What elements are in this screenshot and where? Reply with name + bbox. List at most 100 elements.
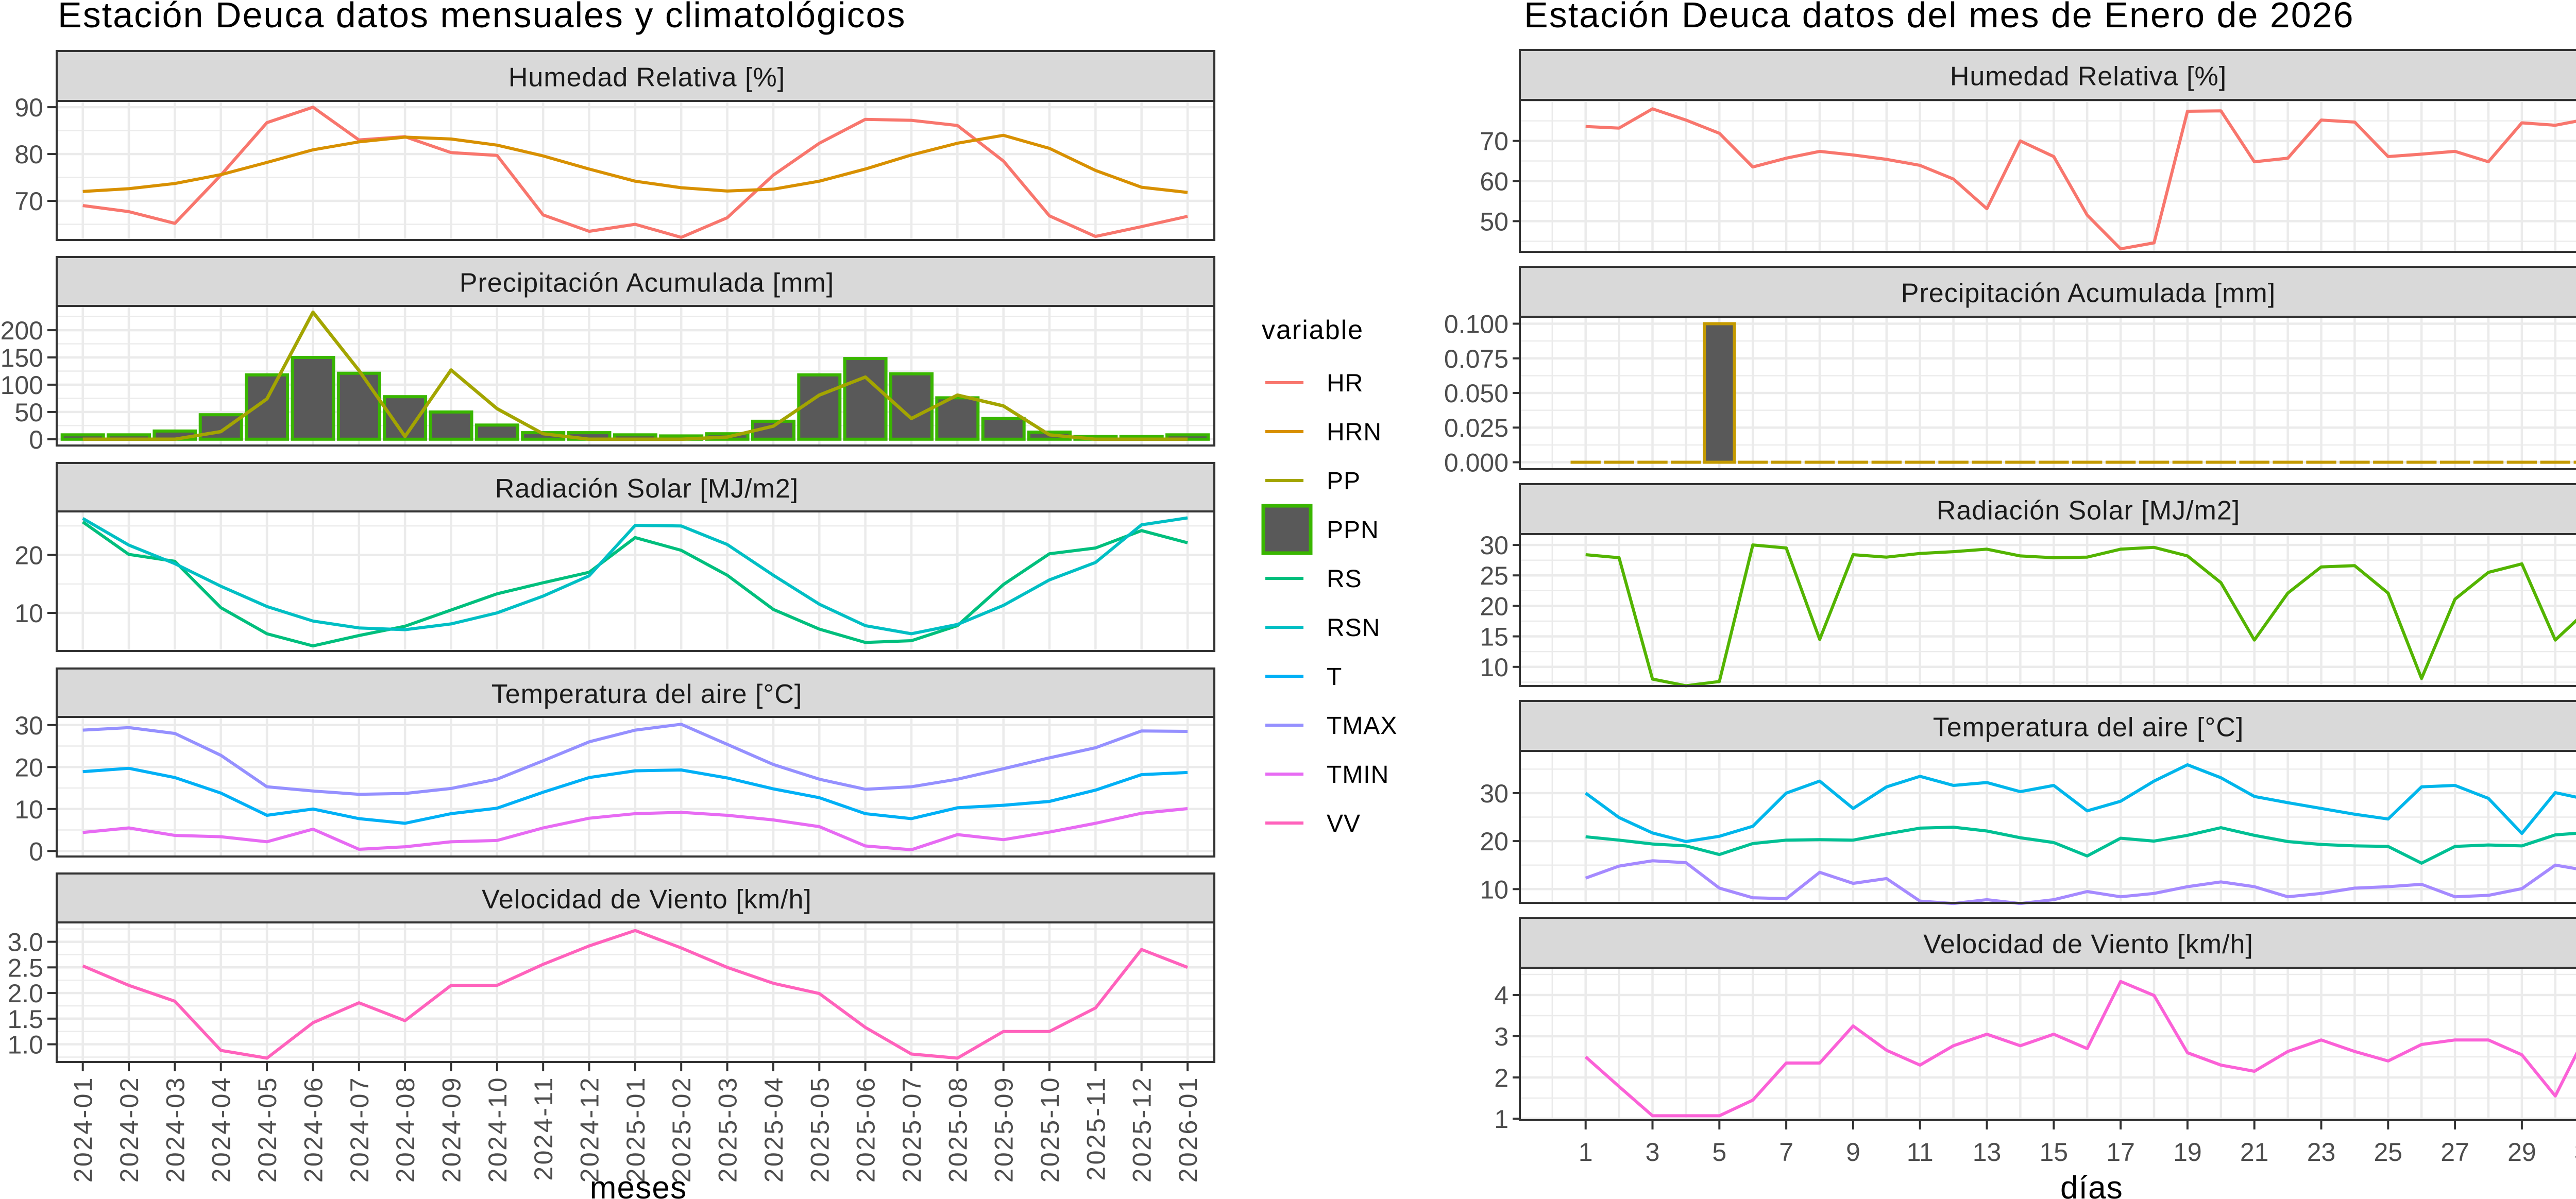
- svg-text:Precipitación Acumulada [mm]: Precipitación Acumulada [mm]: [460, 268, 834, 298]
- svg-text:2024-03: 2024-03: [161, 1076, 190, 1183]
- svg-text:90: 90: [14, 93, 43, 122]
- svg-text:10: 10: [1480, 653, 1509, 682]
- svg-text:0.025: 0.025: [1444, 414, 1509, 442]
- svg-text:20: 20: [14, 753, 43, 782]
- svg-text:200: 200: [1, 316, 43, 345]
- svg-text:HR: HR: [1327, 370, 1363, 397]
- svg-text:2025-07: 2025-07: [897, 1076, 926, 1183]
- svg-text:TMAX: TMAX: [1327, 712, 1397, 740]
- svg-text:3: 3: [1646, 1138, 1660, 1167]
- svg-text:2024-06: 2024-06: [299, 1076, 328, 1183]
- svg-text:2025-09: 2025-09: [990, 1076, 1019, 1183]
- svg-text:Estación Deuca datos del mes d: Estación Deuca datos del mes de Enero de…: [1524, 0, 2354, 35]
- svg-text:2024-09: 2024-09: [437, 1076, 466, 1183]
- svg-text:2025-11: 2025-11: [1081, 1076, 1110, 1181]
- svg-text:15: 15: [2039, 1138, 2068, 1167]
- svg-text:23: 23: [2307, 1138, 2336, 1167]
- svg-text:Humedad Relativa [%]: Humedad Relativa [%]: [1950, 62, 2227, 92]
- svg-text:2025-02: 2025-02: [667, 1076, 696, 1183]
- svg-text:17: 17: [2106, 1138, 2135, 1167]
- svg-text:19: 19: [2173, 1138, 2202, 1167]
- svg-text:70: 70: [1480, 127, 1509, 156]
- svg-text:2025-01: 2025-01: [621, 1076, 650, 1183]
- svg-text:15: 15: [1480, 623, 1509, 652]
- svg-text:21: 21: [2240, 1138, 2269, 1167]
- svg-text:80: 80: [14, 140, 43, 169]
- svg-text:2025-04: 2025-04: [759, 1076, 788, 1183]
- svg-text:30: 30: [1480, 779, 1509, 808]
- svg-text:1.5: 1.5: [7, 1005, 43, 1034]
- svg-text:9: 9: [1846, 1138, 1860, 1167]
- svg-text:3.0: 3.0: [7, 928, 43, 957]
- svg-text:2.5: 2.5: [7, 953, 43, 982]
- svg-text:30: 30: [14, 711, 43, 740]
- svg-text:Temperatura del aire [°C]: Temperatura del aire [°C]: [1933, 713, 2244, 743]
- svg-text:3: 3: [1494, 1022, 1509, 1051]
- svg-text:27: 27: [2441, 1138, 2469, 1167]
- svg-text:4: 4: [1494, 981, 1509, 1010]
- svg-text:2024-12: 2024-12: [575, 1076, 604, 1183]
- svg-text:1: 1: [1494, 1105, 1509, 1134]
- svg-text:Estación Deuca datos mensuales: Estación Deuca datos mensuales y climato…: [58, 0, 906, 35]
- svg-text:2024-01: 2024-01: [69, 1076, 98, 1183]
- svg-text:30: 30: [1480, 531, 1509, 560]
- svg-text:2026-01: 2026-01: [1174, 1076, 1202, 1183]
- svg-text:2025-10: 2025-10: [1036, 1076, 1064, 1183]
- svg-text:T: T: [1327, 663, 1342, 691]
- svg-text:HRN: HRN: [1327, 419, 1382, 446]
- svg-text:PPN: PPN: [1327, 517, 1379, 544]
- svg-text:1: 1: [1579, 1138, 1593, 1167]
- svg-text:2024-05: 2024-05: [253, 1076, 282, 1183]
- svg-text:días: días: [2060, 1170, 2123, 1199]
- svg-text:0.075: 0.075: [1444, 345, 1509, 373]
- svg-text:Radiación Solar [MJ/m2]: Radiación Solar [MJ/m2]: [495, 474, 799, 504]
- svg-text:10: 10: [1480, 875, 1509, 904]
- svg-text:variable: variable: [1262, 315, 1364, 345]
- svg-text:0.000: 0.000: [1444, 449, 1509, 477]
- svg-text:13: 13: [1973, 1138, 2002, 1167]
- svg-text:2024-08: 2024-08: [391, 1076, 420, 1183]
- svg-text:0: 0: [29, 837, 43, 866]
- svg-text:2024-10: 2024-10: [483, 1076, 512, 1183]
- svg-text:VV: VV: [1327, 810, 1361, 837]
- svg-text:Radiación Solar [MJ/m2]: Radiación Solar [MJ/m2]: [1937, 496, 2240, 526]
- svg-text:TMIN: TMIN: [1327, 761, 1389, 789]
- svg-text:20: 20: [1480, 592, 1509, 621]
- svg-text:60: 60: [1480, 167, 1509, 196]
- svg-text:31: 31: [2574, 1138, 2576, 1167]
- svg-text:2025-08: 2025-08: [943, 1076, 972, 1183]
- svg-text:29: 29: [2507, 1138, 2536, 1167]
- svg-text:25: 25: [2374, 1138, 2402, 1167]
- svg-text:meses: meses: [590, 1170, 687, 1199]
- svg-text:50: 50: [14, 398, 43, 427]
- svg-text:Velocidad de Viento [km/h]: Velocidad de Viento [km/h]: [1923, 930, 2253, 960]
- svg-text:20: 20: [14, 541, 43, 570]
- svg-text:20: 20: [1480, 827, 1509, 856]
- svg-text:0.050: 0.050: [1444, 379, 1509, 408]
- svg-text:10: 10: [14, 599, 43, 628]
- svg-text:70: 70: [14, 187, 43, 216]
- svg-text:2: 2: [1494, 1064, 1509, 1092]
- svg-text:2024-04: 2024-04: [207, 1076, 236, 1183]
- svg-text:2025-03: 2025-03: [714, 1076, 742, 1183]
- svg-text:5: 5: [1712, 1138, 1726, 1167]
- svg-text:RS: RS: [1327, 566, 1362, 593]
- svg-text:PP: PP: [1327, 468, 1361, 495]
- svg-text:2024-11: 2024-11: [529, 1076, 558, 1181]
- svg-text:Temperatura del aire [°C]: Temperatura del aire [°C]: [492, 679, 803, 709]
- svg-text:Precipitación Acumulada [mm]: Precipitación Acumulada [mm]: [1901, 279, 2276, 309]
- svg-text:2024-07: 2024-07: [345, 1076, 374, 1183]
- svg-text:150: 150: [1, 344, 43, 372]
- svg-text:0.100: 0.100: [1444, 310, 1509, 339]
- svg-text:2025-12: 2025-12: [1128, 1076, 1157, 1183]
- svg-text:1.0: 1.0: [7, 1031, 43, 1059]
- svg-text:2.0: 2.0: [7, 979, 43, 1008]
- svg-text:Humedad Relativa [%]: Humedad Relativa [%]: [509, 63, 785, 93]
- svg-text:7: 7: [1779, 1138, 1793, 1167]
- svg-text:25: 25: [1480, 561, 1509, 590]
- svg-text:0: 0: [29, 425, 43, 454]
- svg-text:11: 11: [1907, 1138, 1934, 1167]
- svg-text:100: 100: [1, 371, 43, 400]
- svg-text:Velocidad de Viento [km/h]: Velocidad de Viento [km/h]: [482, 885, 812, 915]
- svg-text:RSN: RSN: [1327, 614, 1380, 642]
